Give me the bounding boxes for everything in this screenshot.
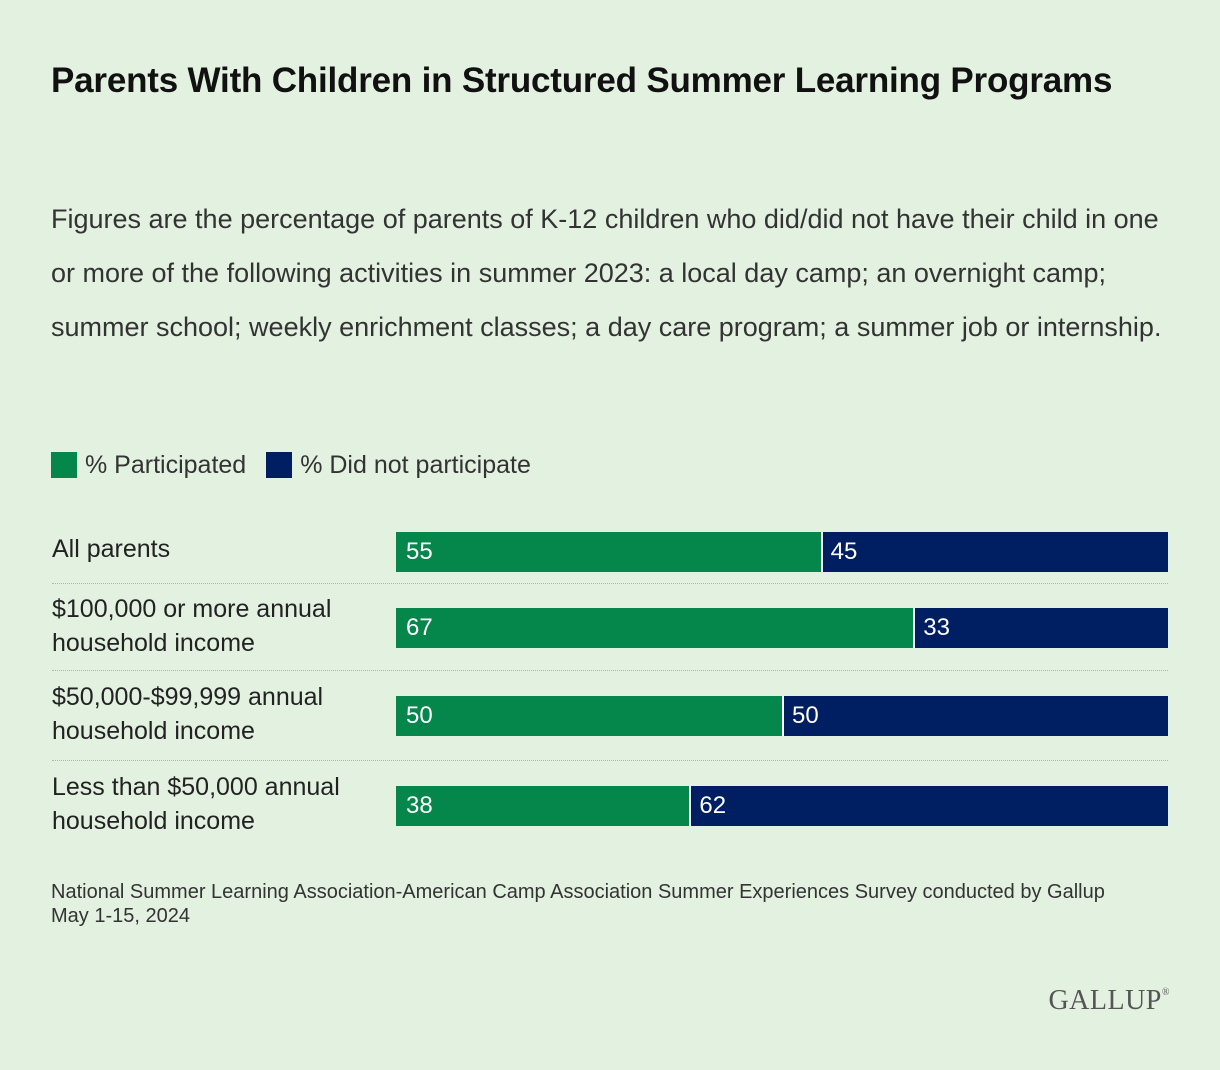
legend: % Participated % Did not participate xyxy=(51,449,551,481)
row-label: Less than $50,000 annual household incom… xyxy=(52,773,340,835)
bar-value-label: 50 xyxy=(792,702,819,729)
row-label: $100,000 or more annual household income xyxy=(52,595,332,657)
bar-value-label: 45 xyxy=(830,538,858,565)
legend-swatch-participated xyxy=(51,452,77,478)
row-label: $50,000-$99,999 annual household income xyxy=(52,683,324,745)
row-divider xyxy=(52,583,1168,584)
bar-participated xyxy=(396,608,914,648)
chart-title: Parents With Children in Structured Summ… xyxy=(51,61,1113,100)
source-note: National Summer Learning Association-Ame… xyxy=(51,880,1171,928)
gallup-logo: GALLUP® xyxy=(1048,985,1170,1016)
bar-did-not-participate xyxy=(689,786,1168,826)
row-divider xyxy=(52,760,1168,761)
bar-value-label: 38 xyxy=(406,792,433,819)
bar-participated xyxy=(396,532,821,572)
row-label: All parents xyxy=(52,535,171,563)
bar-value-label: 50 xyxy=(406,702,433,729)
legend-item-did-not: % Did not participate xyxy=(266,451,531,480)
bar-value-label: 62 xyxy=(699,792,727,819)
chart-subtitle: Figures are the percentage of parents of… xyxy=(51,204,1162,342)
bar-did-not-participate xyxy=(820,532,1168,572)
row-divider xyxy=(52,670,1168,671)
bar-did-not-participate xyxy=(913,608,1168,648)
bar-participated xyxy=(396,696,782,736)
bar-value-label: 67 xyxy=(406,614,433,641)
legend-item-participated: % Participated xyxy=(51,451,246,480)
bar-value-label: 55 xyxy=(406,538,433,565)
legend-label-did-not: % Did not participate xyxy=(300,450,531,479)
bar-value-label: 33 xyxy=(923,614,950,641)
legend-swatch-did-not xyxy=(266,452,293,478)
bar-did-not-participate xyxy=(782,696,1168,736)
source-line-1: National Summer Learning Association-Ame… xyxy=(51,881,1105,903)
source-line-2: May 1-15, 2024 xyxy=(51,905,190,927)
legend-label-participated: % Participated xyxy=(85,450,247,479)
bar-participated xyxy=(396,786,690,826)
